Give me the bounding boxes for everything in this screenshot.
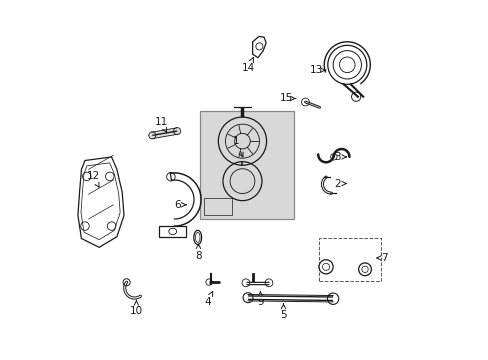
Text: 14: 14 <box>241 58 254 73</box>
Text: 12: 12 <box>86 171 100 187</box>
Text: 7: 7 <box>376 253 387 263</box>
Text: 6: 6 <box>174 200 186 210</box>
Text: 9: 9 <box>257 292 263 307</box>
Bar <box>200 111 293 219</box>
Text: 11: 11 <box>154 117 167 132</box>
Text: 8: 8 <box>195 244 202 261</box>
Bar <box>159 226 185 237</box>
Text: 2: 2 <box>333 179 346 189</box>
Text: 1: 1 <box>232 136 243 157</box>
Text: 5: 5 <box>280 304 286 320</box>
Text: 3: 3 <box>333 152 346 162</box>
Text: 15: 15 <box>279 94 295 103</box>
Bar <box>203 198 232 215</box>
Text: 10: 10 <box>130 301 142 316</box>
Text: 13: 13 <box>309 65 325 75</box>
Text: 4: 4 <box>203 292 212 307</box>
Bar <box>318 238 380 281</box>
